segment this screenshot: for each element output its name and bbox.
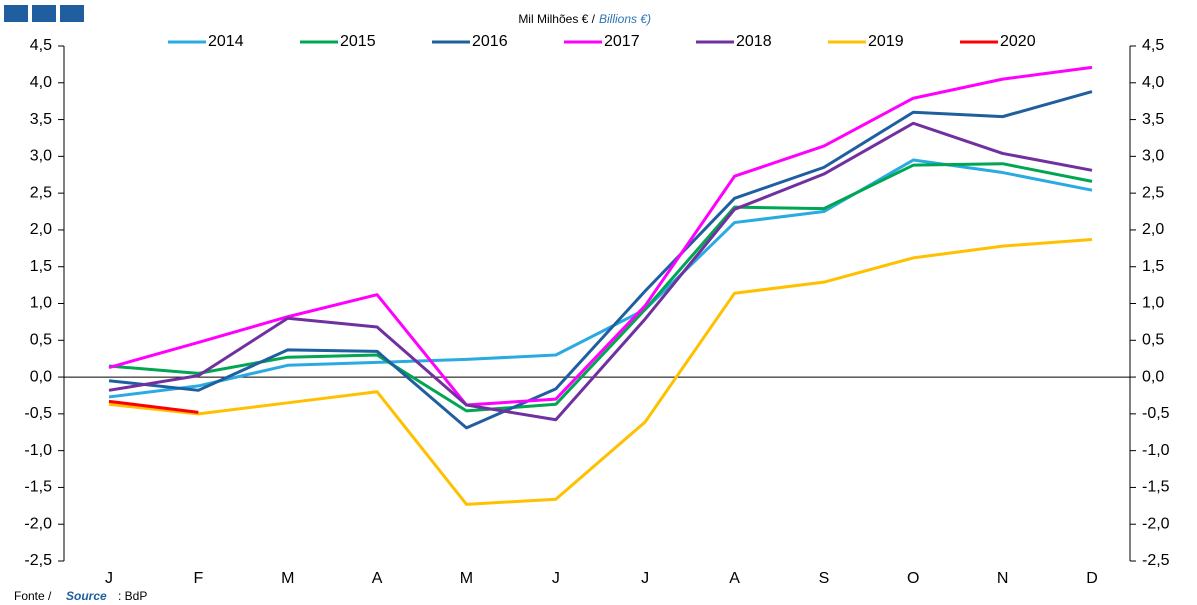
y2-tick-label: -1,5 [1142, 479, 1170, 496]
source-text: : BdP [118, 589, 147, 603]
series-line [108, 162, 1093, 413]
y2-tick-label: 4,5 [1142, 37, 1164, 54]
x-tick-label: M [281, 570, 294, 587]
y-tick-label: -2,0 [24, 515, 52, 532]
chart-title: Mil Milhões € / [518, 12, 595, 26]
y-tick-label: 0,5 [30, 332, 52, 349]
series-line [108, 237, 1093, 506]
logo-block [32, 5, 56, 22]
x-tick-label: J [105, 570, 113, 587]
y-tick-label: -1,0 [24, 442, 52, 459]
series-line [108, 65, 1093, 407]
x-tick-label: N [997, 570, 1009, 587]
series-line [108, 399, 199, 414]
y2-tick-label: 0,0 [1142, 368, 1164, 385]
x-tick-label: J [552, 570, 560, 587]
y2-tick-label: -2,5 [1142, 552, 1170, 569]
x-tick-label: A [372, 570, 383, 587]
y-tick-label: 2,0 [30, 221, 52, 238]
legend-label: 2014 [208, 33, 244, 50]
legend-label: 2018 [736, 33, 772, 50]
y2-tick-label: 1,0 [1142, 295, 1164, 312]
source-label: Fonte / [14, 589, 52, 603]
logo-block [4, 5, 28, 22]
y-tick-label: 3,5 [30, 111, 52, 128]
series-line [108, 90, 1093, 430]
y2-tick-label: 2,0 [1142, 221, 1164, 238]
legend-label: 2020 [1000, 33, 1036, 50]
x-tick-label: S [819, 570, 830, 587]
chart-title-en: Billions €) [599, 12, 651, 26]
x-tick-label: A [729, 570, 740, 587]
y-tick-label: 4,5 [30, 37, 52, 54]
x-tick-label: J [641, 570, 649, 587]
y2-tick-label: -2,0 [1142, 515, 1170, 532]
y2-tick-label: -0,5 [1142, 405, 1170, 422]
legend-label: 2019 [868, 33, 904, 50]
y-tick-label: 2,5 [30, 184, 52, 201]
y2-tick-label: 0,5 [1142, 332, 1164, 349]
y-tick-label: 0,0 [30, 368, 52, 385]
y2-tick-label: -1,0 [1142, 442, 1170, 459]
series-line [108, 158, 1093, 399]
source-label-en: Source [66, 589, 107, 603]
y2-tick-label: 4,0 [1142, 74, 1164, 91]
x-tick-label: D [1086, 570, 1098, 587]
y2-tick-label: 3,0 [1142, 148, 1164, 165]
x-tick-label: M [460, 570, 473, 587]
legend-label: 2017 [604, 33, 640, 50]
x-tick-label: F [193, 570, 203, 587]
y2-tick-label: 1,5 [1142, 258, 1164, 275]
y-tick-label: -0,5 [24, 405, 52, 422]
logo-block [60, 5, 84, 22]
y-tick-label: -1,5 [24, 479, 52, 496]
y-tick-label: 1,0 [30, 295, 52, 312]
y2-tick-label: 2,5 [1142, 184, 1164, 201]
legend-label: 2016 [472, 33, 508, 50]
y-tick-label: -2,5 [24, 552, 52, 569]
y-tick-label: 4,0 [30, 74, 52, 91]
y2-tick-label: 3,5 [1142, 111, 1164, 128]
y-tick-label: 3,0 [30, 148, 52, 165]
legend-label: 2015 [340, 33, 376, 50]
x-tick-label: O [907, 570, 919, 587]
y-tick-label: 1,5 [30, 258, 52, 275]
series-line [108, 121, 1093, 422]
